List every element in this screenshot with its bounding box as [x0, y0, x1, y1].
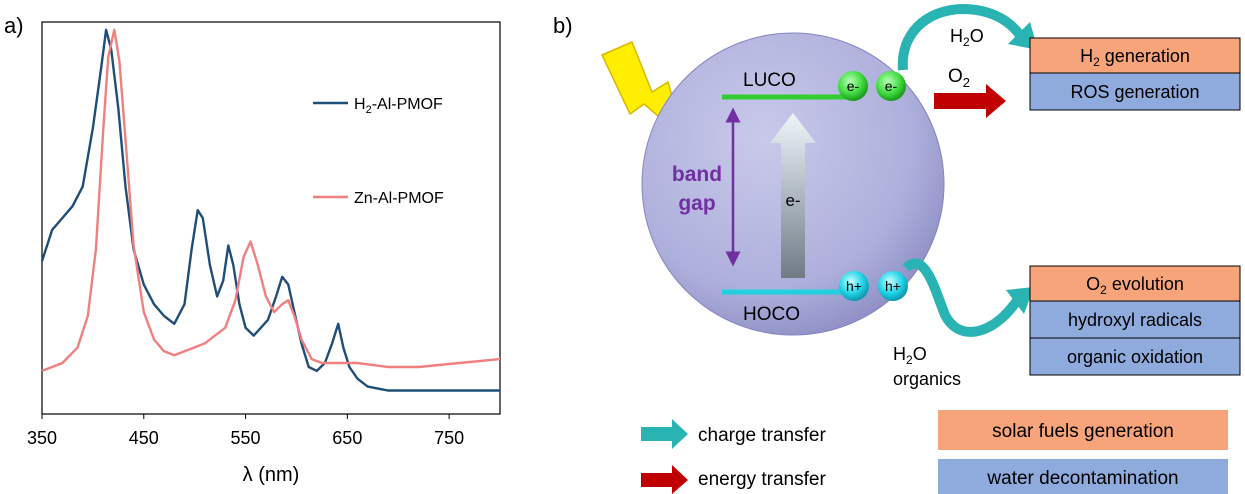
box-hydroxyl-radicals — [1029, 300, 1241, 339]
chart-legend: H2-Al-PMOF Zn-Al-PMOF — [313, 96, 444, 207]
bottom-reactant-h2o: H2O — [893, 344, 927, 367]
x-tick-label: 550 — [231, 428, 261, 448]
box-o2-evolution-label: O2 evolution — [1086, 274, 1184, 297]
x-tick-label: 450 — [129, 428, 159, 448]
charge-transfer-arrow-bottom-head — [1006, 287, 1034, 314]
top-reactant-h2o: H2O — [950, 26, 984, 49]
legend-solar-fuels-label: solar fuels generation — [992, 421, 1174, 442]
luco-label: LUCO — [743, 70, 796, 91]
legend-energy-transfer-label: energy transfer — [698, 469, 826, 490]
box-ros-generation — [1029, 72, 1241, 111]
hole-label-1: h+ — [846, 278, 862, 294]
electron-ball-2 — [876, 71, 906, 101]
x-tick-label: 350 — [27, 428, 57, 448]
band-gap-label-gap: gap — [678, 192, 715, 215]
charge-transfer-arrow-top — [897, 3, 1027, 71]
energy-transfer-arrow — [934, 84, 1006, 118]
hole-ball-2 — [878, 271, 908, 301]
plot-frame — [41, 21, 501, 415]
box-h2-generation-label: H2 generation — [1080, 46, 1190, 69]
legend-label-h2: H2-Al-PMOF — [354, 96, 443, 116]
panel-b-label: b) — [553, 13, 573, 38]
band-gap-label-band: band — [672, 163, 722, 186]
chart-series-layer — [40, 28, 501, 392]
excitation-arrow — [770, 113, 816, 278]
legend-water-decontamination-label: water decontamination — [986, 468, 1178, 489]
o2-reactant: O2 — [948, 66, 970, 90]
electron-label-2: e- — [885, 78, 898, 94]
bottom-reactant-organics: organics — [893, 369, 961, 389]
x-tick-label: 650 — [332, 428, 362, 448]
box-organic-oxidation — [1029, 337, 1241, 376]
legend-charge-transfer-label: charge transfer — [698, 425, 826, 446]
hoco-label: HOCO — [743, 304, 800, 325]
legend-label-zn: Zn-Al-PMOF — [354, 190, 444, 207]
series-line-h2-al-pmof — [40, 28, 500, 392]
x-axis-label: λ (nm) — [243, 464, 300, 486]
box-h2-generation — [1029, 37, 1241, 74]
legend-solar-fuels-box — [938, 410, 1228, 450]
series-line-zn-al-pmof — [41, 28, 501, 373]
legend-water-decontamination-box — [938, 459, 1228, 494]
electron-label-1: e- — [847, 78, 860, 94]
electron-ball-1 — [838, 71, 868, 101]
x-tick-layer: 350 450 550 650 750 — [27, 414, 464, 448]
charge-transfer-arrow-bottom — [902, 258, 1024, 337]
hole-ball-1 — [839, 271, 869, 301]
panel-a-label: a) — [4, 13, 24, 38]
box-hydroxyl-radicals-label: hydroxyl radicals — [1068, 310, 1202, 330]
legend-charge-transfer-icon — [641, 419, 688, 449]
legend-energy-transfer-icon — [641, 465, 688, 494]
hole-label-2: h+ — [885, 278, 901, 294]
box-o2-evolution — [1029, 265, 1241, 302]
excitation-arrow-label: e- — [785, 191, 800, 210]
x-tick-label: 750 — [434, 428, 464, 448]
box-organic-oxidation-label: organic oxidation — [1067, 347, 1203, 367]
box-ros-generation-label: ROS generation — [1070, 82, 1199, 102]
